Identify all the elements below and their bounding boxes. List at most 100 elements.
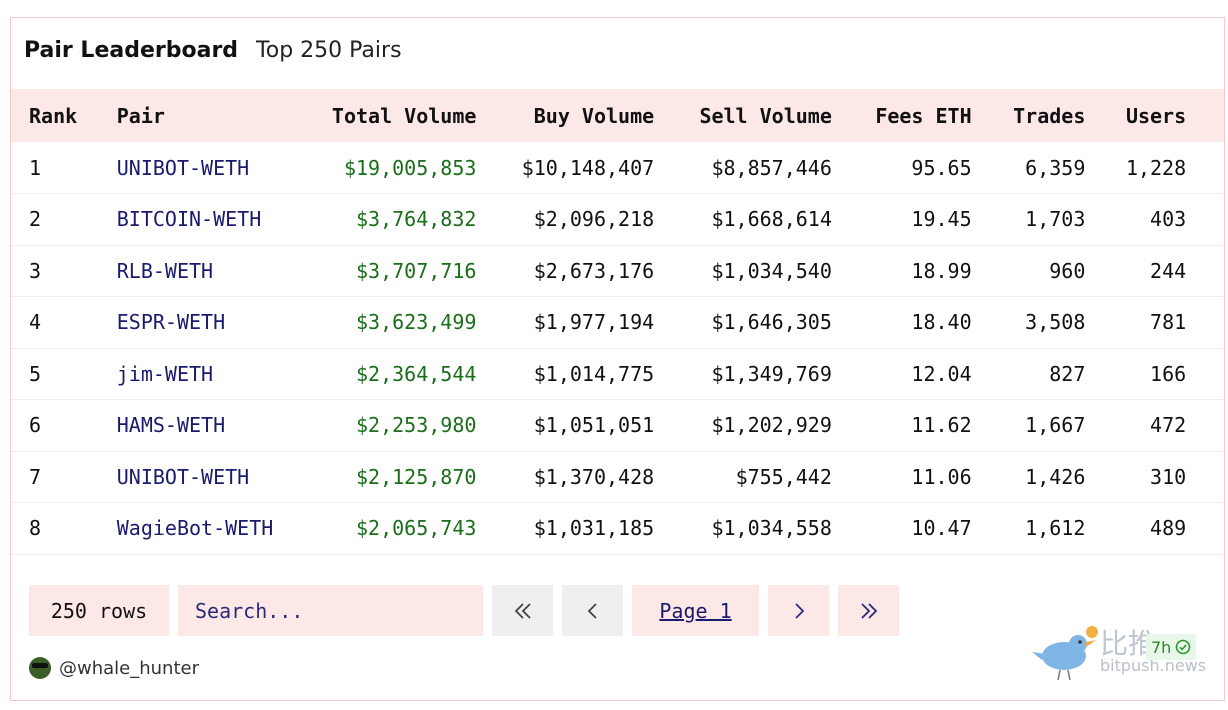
cell-fees-eth: 19.45 [911,207,972,232]
previous-page-button[interactable] [562,585,623,636]
title-bar: Pair Leaderboard Top 250 Pairs [24,38,402,66]
cell-overflow [1186,142,1224,194]
table-row: 6 HAMS-WETH $2,253,980 $1,051,051 $1,202… [11,400,1224,452]
time-badge: 7h [1146,634,1197,660]
table-row: 3 RLB-WETH $3,707,716 $2,673,176 $1,034,… [11,245,1224,297]
cell-total-volume: $3,707,716 [356,258,477,283]
column-header-overflow [1186,89,1224,142]
cell-sell-volume: $1,668,614 [711,207,832,232]
cell-total-volume: $2,364,544 [356,361,477,386]
cell-rank: 4 [29,310,42,335]
cell-sell-volume: $8,857,446 [711,155,832,180]
column-header-fees-eth[interactable]: Fees ETH [875,103,972,128]
cell-overflow [1186,503,1224,555]
cell-overflow [1186,245,1224,297]
cell-buy-volume: $1,370,428 [533,464,655,489]
cell-buy-volume: $10,148,407 [521,155,655,180]
cell-trades: 1,703 [1025,207,1086,232]
pair-link[interactable]: WagieBot-WETH [116,516,274,541]
cell-sell-volume: $1,349,769 [711,361,832,386]
page-subtitle: Top 250 Pairs [256,38,402,63]
cell-sell-volume: $1,034,540 [711,258,832,283]
cell-overflow [1186,400,1224,452]
cell-buy-volume: $1,051,051 [533,413,655,438]
cell-total-volume: $19,005,853 [343,155,477,180]
cell-trades: 3,508 [1025,310,1086,335]
next-page-button[interactable] [768,585,829,636]
table-row: 2 BITCOIN-WETH $3,764,832 $2,096,218 $1,… [11,194,1224,246]
cell-users: 472 [1150,413,1187,438]
column-header-pair[interactable]: Pair [116,103,165,128]
row-count: 250 rows [29,585,169,636]
leaderboard-table: Rank Pair Total Volume Buy Volume Sell V… [11,89,1224,555]
cell-buy-volume: $1,031,185 [533,516,655,541]
double-chevron-left-icon [514,602,531,619]
column-header-users[interactable]: Users [1125,103,1187,128]
table-row: 1 UNIBOT-WETH $19,005,853 $10,148,407 $8… [11,142,1224,194]
cell-rank: 6 [29,413,42,438]
pair-link[interactable]: UNIBOT-WETH [116,155,250,180]
table-header-row: Rank Pair Total Volume Buy Volume Sell V… [11,89,1224,142]
cell-total-volume: $3,623,499 [356,310,477,335]
cell-buy-volume: $2,673,176 [533,258,655,283]
current-page-indicator[interactable]: Page 1 [632,585,759,636]
cell-overflow [1186,451,1224,503]
column-header-rank[interactable]: Rank [29,103,78,128]
cell-trades: 960 [1049,258,1086,283]
column-header-total-volume[interactable]: Total Volume [331,103,477,128]
author-credit[interactable]: @whale_hunter [29,656,199,680]
author-handle: @whale_hunter [59,657,199,679]
cell-fees-eth: 11.62 [911,413,972,438]
time-badge-label: 7h [1151,637,1172,657]
cell-buy-volume: $1,014,775 [533,361,655,386]
cell-total-volume: $2,065,743 [356,516,477,541]
cell-trades: 1,426 [1025,464,1086,489]
check-badge-icon [1176,639,1191,655]
chevron-right-icon [794,602,804,619]
column-header-buy-volume[interactable]: Buy Volume [533,103,655,128]
cell-overflow [1186,194,1224,246]
cell-sell-volume: $1,202,929 [711,413,832,438]
cell-trades: 6,359 [1025,155,1086,180]
watermark: 比推 bitpush.news 7h [1022,620,1212,681]
cell-rank: 2 [29,207,42,232]
cell-rank: 7 [29,464,42,489]
pair-link[interactable]: UNIBOT-WETH [116,464,250,489]
cell-rank: 5 [29,361,42,386]
column-header-trades[interactable]: Trades [1013,103,1086,128]
cell-rank: 3 [29,258,42,283]
cell-fees-eth: 12.04 [911,361,972,386]
pair-link[interactable]: HAMS-WETH [116,413,226,438]
pair-link[interactable]: BITCOIN-WETH [116,207,262,232]
cell-users: 310 [1150,464,1187,489]
cell-fees-eth: 10.47 [911,516,972,541]
cell-users: 166 [1150,361,1187,386]
cell-buy-volume: $1,977,194 [533,310,655,335]
table-row: 5 jim-WETH $2,364,544 $1,014,775 $1,349,… [11,348,1224,400]
chevron-left-icon [587,602,597,619]
table-row: 7 UNIBOT-WETH $2,125,870 $1,370,428 $755… [11,451,1224,503]
pair-link[interactable]: jim-WETH [116,361,214,386]
cell-users: 244 [1150,258,1187,283]
pair-link[interactable]: RLB-WETH [116,258,214,283]
cell-trades: 827 [1049,361,1086,386]
cell-fees-eth: 95.65 [911,155,972,180]
cell-buy-volume: $2,096,218 [533,207,655,232]
last-page-button[interactable] [838,585,899,636]
cell-users: 489 [1150,516,1187,541]
table-row: 4 ESPR-WETH $3,623,499 $1,977,194 $1,646… [11,297,1224,349]
cell-overflow [1186,297,1224,349]
first-page-button[interactable] [492,585,553,636]
pair-link[interactable]: ESPR-WETH [116,310,226,335]
cell-rank: 8 [29,516,42,541]
cell-rank: 1 [29,155,42,180]
cell-total-volume: $2,125,870 [356,464,477,489]
column-header-sell-volume[interactable]: Sell Volume [699,103,832,128]
cell-total-volume: $3,764,832 [356,207,477,232]
bird-logo-icon [1032,626,1098,681]
search-input[interactable] [178,585,483,636]
cell-fees-eth: 18.40 [911,310,972,335]
table-row: 8 WagieBot-WETH $2,065,743 $1,031,185 $1… [11,503,1224,555]
cell-sell-volume: $1,034,558 [711,516,832,541]
cell-sell-volume: $755,442 [735,464,832,489]
